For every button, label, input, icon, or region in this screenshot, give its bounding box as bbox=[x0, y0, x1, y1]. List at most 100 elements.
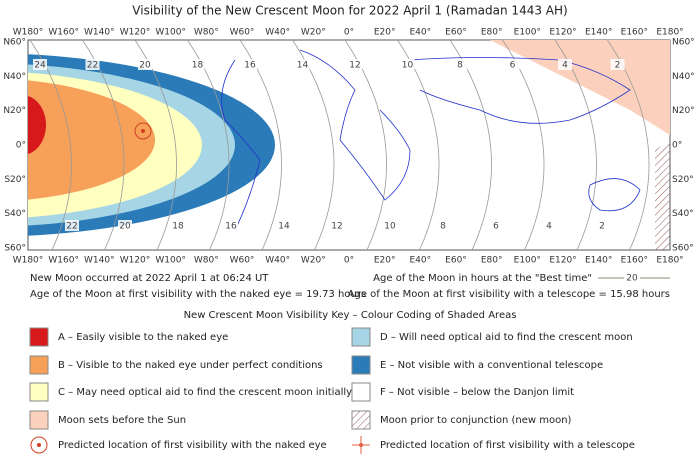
hour-label-bottom: 12 bbox=[331, 222, 342, 232]
lon-label-bottom: 0° bbox=[344, 256, 354, 266]
axes: W180° W180° W160° W160° W140° W140° W120° W120°… bbox=[3, 28, 694, 266]
hour-label-bottom: 16 bbox=[225, 222, 237, 232]
hour-label-top: 14 bbox=[297, 61, 309, 71]
lon-label-bottom: E80° bbox=[481, 256, 503, 266]
lon-label-bottom: W20° bbox=[301, 256, 326, 266]
hour-label-bg bbox=[171, 220, 185, 231]
telescope-age: Age of the Moon at first visibility with… bbox=[348, 289, 670, 300]
hour-label-bg bbox=[190, 59, 205, 70]
best-time-sample: 20 bbox=[626, 274, 638, 284]
hour-label-bg bbox=[542, 220, 556, 231]
key-icon-dot bbox=[37, 443, 41, 447]
moon-sets-zone bbox=[490, 40, 670, 135]
hour-label-bottom: 10 bbox=[384, 222, 396, 232]
hour-label-bg bbox=[118, 220, 132, 231]
lon-label-bottom: W160° bbox=[48, 256, 79, 266]
lat-label-right: S60° bbox=[672, 244, 694, 254]
hour-label-top: 6 bbox=[510, 61, 516, 71]
hour-label-bottom: 18 bbox=[172, 222, 184, 232]
lon-label-bottom: E140° bbox=[585, 256, 612, 266]
hour-label-bg bbox=[558, 59, 572, 70]
hour-label-top: 16 bbox=[244, 61, 256, 71]
lat-label-left: S40° bbox=[4, 209, 26, 219]
key-swatch bbox=[29, 410, 49, 430]
lon-label-bottom: E180° bbox=[656, 256, 683, 266]
lon-label-top: E80° bbox=[481, 28, 503, 38]
hour-label-bg bbox=[595, 220, 609, 231]
key-swatch bbox=[351, 327, 371, 347]
hour-label-bottom: 2 bbox=[599, 222, 605, 232]
lon-label-top: E140° bbox=[585, 28, 612, 38]
lat-label-right: S40° bbox=[672, 209, 694, 219]
lon-label-top: E40° bbox=[410, 28, 432, 38]
key-swatch bbox=[29, 355, 49, 375]
lon-label-bottom: W180° bbox=[13, 256, 44, 266]
map: W180° W180° W160° W160° W140° W140° W120° W120°… bbox=[3, 28, 694, 266]
lon-label-top: W100° bbox=[155, 28, 186, 38]
key-label: E – Not visible with a conventional tele… bbox=[380, 360, 603, 371]
hour-label-bg bbox=[295, 59, 310, 70]
hour-label-bg bbox=[243, 59, 257, 70]
lon-label-bottom: E20° bbox=[374, 256, 396, 266]
zone-a bbox=[28, 95, 46, 155]
hour-label-top: 4 bbox=[562, 61, 568, 71]
hour-label-bg bbox=[277, 220, 291, 231]
hour-label-bg bbox=[85, 59, 100, 70]
hour-label-bg bbox=[453, 59, 467, 70]
lat-label-right: N60° bbox=[672, 38, 695, 48]
hour-label-bg bbox=[330, 220, 344, 231]
lon-label-top: W140° bbox=[84, 28, 115, 38]
hour-label-bg bbox=[505, 59, 520, 70]
key-icon bbox=[30, 436, 48, 454]
key-swatch bbox=[29, 382, 49, 402]
naked-eye-marker bbox=[134, 122, 152, 140]
lat-label-left: N20° bbox=[3, 106, 26, 116]
key-label: F – Not visible – below the Danjon limit bbox=[380, 387, 574, 398]
lon-label-bottom: W80° bbox=[194, 256, 219, 266]
lat-label-left: N60° bbox=[3, 38, 26, 48]
lat-label-right: 0° bbox=[672, 141, 682, 151]
hour-label-top: 18 bbox=[192, 61, 204, 71]
hour-label-bg bbox=[400, 59, 415, 70]
lon-label-top: 0° bbox=[344, 28, 354, 38]
hour-label-bg bbox=[33, 59, 47, 70]
coastlines bbox=[221, 49, 641, 231]
key-swatch bbox=[351, 355, 371, 375]
lat-label-left: S20° bbox=[4, 175, 26, 185]
hour-label-bottom: 4 bbox=[546, 222, 552, 232]
lon-label-top: W120° bbox=[120, 28, 151, 38]
hour-labels: 24 22 20 18 16 14 12 10 8 6 4 222 20 18 16 14 12 10 8 6 4 2 bbox=[33, 59, 625, 232]
hour-label-bottom: 8 bbox=[440, 222, 446, 232]
lat-label-left: N40° bbox=[3, 72, 26, 82]
hour-label-bg bbox=[383, 220, 397, 231]
lon-label-bottom: W60° bbox=[230, 256, 255, 266]
lon-label-top: W80° bbox=[194, 28, 219, 38]
lon-label-top: W160° bbox=[48, 28, 79, 38]
hour-label-top: 12 bbox=[349, 61, 360, 71]
key-swatch bbox=[29, 327, 49, 347]
hour-label-bottom: 20 bbox=[119, 222, 131, 232]
lon-label-top: E20° bbox=[374, 28, 396, 38]
hour-label-bg bbox=[224, 220, 238, 231]
lat-label-right: N20° bbox=[672, 106, 695, 116]
naked-eye-marker-dot bbox=[141, 129, 145, 133]
lon-label-top: W60° bbox=[230, 28, 255, 38]
hour-label-bg bbox=[65, 220, 79, 231]
key-icon-dot bbox=[359, 443, 363, 447]
lon-label-bottom: E160° bbox=[621, 256, 648, 266]
key-swatch bbox=[351, 410, 371, 430]
lon-label-top: W180° bbox=[13, 28, 44, 38]
hour-label-top: 20 bbox=[139, 61, 151, 71]
hour-label-top: 24 bbox=[34, 61, 46, 71]
key-label: C – May need optical aid to find the cre… bbox=[58, 387, 352, 398]
hour-label-top: 2 bbox=[615, 61, 621, 71]
lon-label-top: E100° bbox=[514, 28, 541, 38]
lon-label-top: W20° bbox=[301, 28, 326, 38]
hour-label-top: 22 bbox=[87, 61, 98, 71]
naked-eye-age: Age of the Moon at first visibility with… bbox=[30, 289, 366, 300]
key-title: New Crescent Moon Visibility Key – Colou… bbox=[184, 310, 517, 321]
hour-label-bg bbox=[489, 220, 503, 231]
hour-label-bottom: 14 bbox=[278, 222, 290, 232]
lon-label-bottom: W140° bbox=[84, 256, 115, 266]
hour-label-top: 8 bbox=[457, 61, 463, 71]
